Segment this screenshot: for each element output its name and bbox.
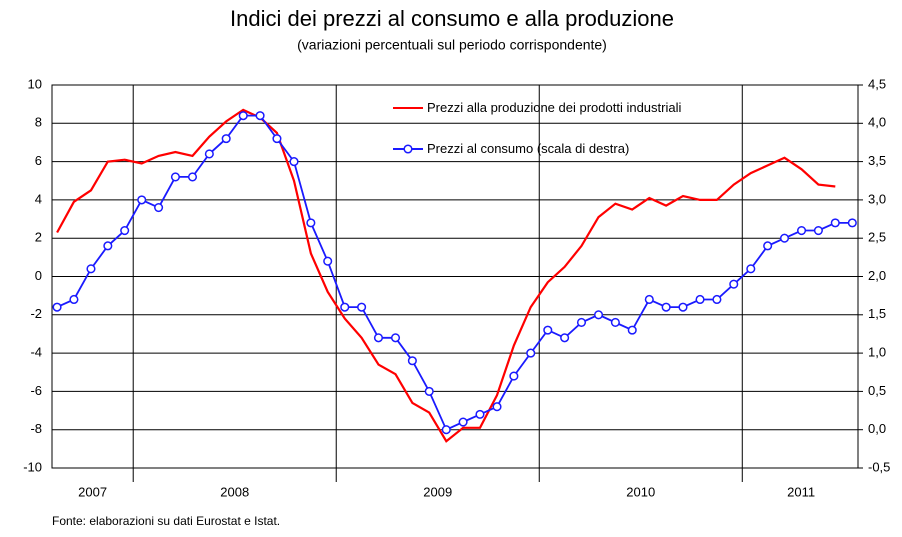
point-marker [627,325,637,335]
point-marker [813,225,823,236]
point-marker [340,302,350,312]
point-marker [272,134,282,144]
y2-tick-label: 0,0 [868,421,886,436]
point-marker [289,157,299,167]
point-marker [306,218,316,228]
point-marker [475,409,485,419]
series-line [56,108,836,443]
point-marker [120,225,130,236]
y-tick-label: -4 [30,345,42,360]
y-tick-label: 8 [35,115,42,130]
point-marker [712,294,722,305]
point-marker [458,417,468,427]
legend-label: Prezzi al consumo (scala di destra) [427,141,630,156]
y-tick-label: -2 [30,306,42,321]
y2-tick-label: 2,5 [868,230,886,245]
point-marker [323,256,333,266]
chart-subtitle: (variazioni percentuali sul periodo corr… [297,37,607,53]
y-tick-label: 4 [35,191,42,206]
y-tick-label: -6 [30,383,42,398]
point-marker [52,302,62,312]
point-marker [373,333,384,343]
y2-tick-label: 4,5 [868,76,886,91]
point-marker [357,302,367,312]
point-marker [238,111,248,121]
point-marker [204,149,214,159]
series-line [56,114,853,431]
point-marker [187,172,198,182]
x-tick-label: 2010 [626,484,655,499]
y-tick-label: -10 [23,459,42,474]
point-marker [661,302,671,312]
point-marker [390,333,401,343]
y-tick-label: 0 [35,268,42,283]
legend-label: Prezzi alla produzione dei prodotti indu… [427,100,682,115]
point-marker [830,218,840,228]
point-marker [847,218,857,228]
y-tick-label: 10 [28,76,42,91]
y2-tick-label: 4,0 [868,115,886,130]
point-marker [644,294,654,305]
point-marker [170,172,180,182]
point-marker [424,386,434,396]
chart-title: Indici dei prezzi al consumo e alla prod… [230,6,674,31]
point-marker [526,348,536,358]
y2-tick-label: 2,0 [868,268,886,283]
point-marker [779,233,790,243]
x-tick-label: 2011 [787,484,815,499]
point-marker [221,134,231,144]
source-note: Fonte: elaborazioni su dati Eurostat e I… [52,514,280,528]
point-marker [746,264,756,274]
point-marker [69,294,79,305]
x-tick-label: 2009 [423,484,452,499]
point-marker [593,310,604,320]
point-marker [695,294,705,305]
y2-tick-label: -0,5 [868,459,890,474]
point-marker [678,302,688,312]
point-marker [86,264,96,274]
y2-tick-label: 1,5 [868,306,886,321]
y2-tick-label: 3,0 [868,191,886,206]
y2-tick-label: 3,5 [868,153,886,168]
y-tick-label: 6 [35,153,42,168]
point-marker [729,279,739,289]
legend-marker [403,144,413,154]
point-marker [560,333,570,343]
y2-tick-label: 0,5 [868,383,886,398]
x-tick-label: 2007 [78,484,107,499]
point-marker [407,356,417,366]
point-marker [103,241,113,251]
y-tick-label: 2 [35,230,42,245]
point-marker [441,425,451,435]
point-marker [543,325,553,335]
point-marker [255,111,265,121]
point-marker [492,402,502,412]
point-marker [576,317,587,328]
y-tick-label: -8 [30,421,42,436]
point-marker [610,317,620,328]
point-marker [763,241,773,251]
point-marker [509,371,519,381]
point-marker [154,203,164,213]
point-marker [137,195,147,205]
point-marker [797,225,807,236]
x-tick-label: 2008 [220,484,249,499]
y2-tick-label: 1,0 [868,345,886,360]
